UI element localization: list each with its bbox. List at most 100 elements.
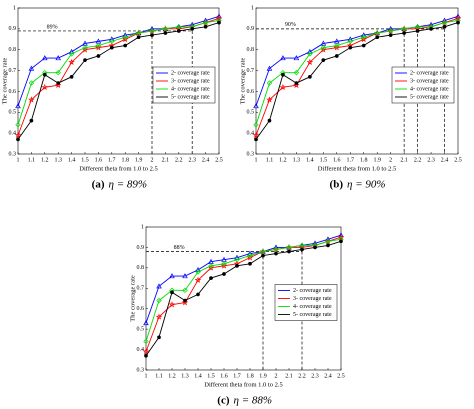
marker xyxy=(401,26,407,32)
marker xyxy=(144,353,148,358)
marker xyxy=(334,42,340,49)
x-tick-label: 2.4 xyxy=(202,157,210,163)
marker xyxy=(81,46,89,53)
marker xyxy=(293,55,300,61)
legend-label: 2- coverage rate xyxy=(293,288,332,294)
marker xyxy=(182,273,188,279)
caption-text: η = 89% xyxy=(109,179,148,191)
marker xyxy=(143,320,149,326)
caption-label: (b) xyxy=(330,179,344,191)
x-tick-label: 1.7 xyxy=(233,373,241,379)
x-tick-label: 2.2 xyxy=(175,157,183,163)
x-tick-label: 2 xyxy=(275,373,278,379)
x-axis-title: Different theta from 1.0 to 2.5 xyxy=(79,165,157,172)
series-line xyxy=(255,22,459,140)
marker xyxy=(157,335,161,340)
marker xyxy=(14,131,22,139)
marker xyxy=(374,30,380,36)
marker xyxy=(29,118,34,123)
marker xyxy=(42,55,48,61)
x-tick-label: 1.4 xyxy=(306,157,314,163)
marker xyxy=(109,45,114,50)
x-tick-label: 1.8 xyxy=(360,157,368,163)
marker xyxy=(96,54,101,58)
marker xyxy=(123,43,128,48)
series-line xyxy=(145,234,342,324)
series-line xyxy=(145,240,342,356)
series-line xyxy=(145,238,342,342)
marker xyxy=(135,30,142,36)
marker xyxy=(274,251,278,256)
marker xyxy=(307,51,313,57)
marker xyxy=(388,33,393,37)
marker xyxy=(55,69,61,76)
y-tick-label: 0.4 xyxy=(9,131,17,137)
marker xyxy=(16,137,20,142)
y-tick-label: 0.9 xyxy=(137,245,145,251)
marker xyxy=(387,28,394,34)
marker xyxy=(334,54,339,58)
y-tick-label: 0.4 xyxy=(137,347,145,353)
marker xyxy=(360,35,368,43)
marker xyxy=(261,253,265,258)
marker xyxy=(54,81,62,88)
x-tick-label: 1 xyxy=(145,373,148,379)
x-tick-label: 1.3 xyxy=(293,157,301,163)
series-line xyxy=(255,15,459,107)
x-tick-label: 2 xyxy=(389,157,392,163)
marker xyxy=(68,51,75,57)
x-tick-label: 1.9 xyxy=(373,157,381,163)
marker xyxy=(42,72,47,77)
series-line xyxy=(255,18,459,136)
x-tick-label: 1.5 xyxy=(81,157,89,163)
marker xyxy=(235,263,239,268)
legend-label: 3- coverage rate xyxy=(293,296,332,302)
marker xyxy=(182,287,188,294)
caption-label: (c) xyxy=(217,395,230,407)
x-axis-title: Different theta from 1.0 to 2.5 xyxy=(204,381,282,388)
marker xyxy=(176,29,181,33)
marker xyxy=(454,14,462,22)
marker xyxy=(253,122,259,128)
marker xyxy=(347,38,353,45)
x-tick-label: 2.2 xyxy=(414,157,422,163)
x-tick-label: 1.7 xyxy=(347,157,355,163)
marker xyxy=(456,20,460,25)
y-tick-label: 0.3 xyxy=(137,367,145,373)
marker xyxy=(69,74,74,79)
x-axis-title: Different theta from 1.0 to 2.5 xyxy=(318,165,396,172)
y-tick-label: 0.8 xyxy=(137,265,145,271)
marker xyxy=(28,96,35,103)
marker xyxy=(109,38,115,45)
y-tick-label: 0.6 xyxy=(247,89,255,95)
x-tick-label: 1.6 xyxy=(95,157,103,163)
x-tick-label: 1.2 xyxy=(279,157,287,163)
marker xyxy=(15,122,21,128)
x-tick-label: 2.2 xyxy=(298,373,306,379)
x-tick-label: 2.5 xyxy=(337,373,345,379)
legend-label: 3- coverage rate xyxy=(171,78,210,84)
y-tick-label: 1 xyxy=(251,5,254,11)
y-tick-label: 0.5 xyxy=(9,110,17,116)
marker xyxy=(266,96,273,103)
marker xyxy=(415,29,420,33)
marker xyxy=(163,31,168,35)
marker xyxy=(248,261,252,266)
marker xyxy=(266,80,273,86)
marker xyxy=(143,338,149,345)
marker xyxy=(294,81,299,85)
marker xyxy=(28,80,35,86)
x-tick-label: 1.1 xyxy=(155,373,163,379)
series-line xyxy=(17,15,220,107)
marker xyxy=(183,298,187,303)
marker xyxy=(320,44,327,51)
marker xyxy=(306,58,314,66)
series-line xyxy=(17,20,220,125)
x-tick-label: 2.1 xyxy=(400,157,408,163)
marker xyxy=(122,34,128,40)
marker xyxy=(234,256,240,263)
marker xyxy=(313,245,317,250)
legend-label: 4- coverage rate xyxy=(171,86,210,92)
marker xyxy=(202,19,209,26)
